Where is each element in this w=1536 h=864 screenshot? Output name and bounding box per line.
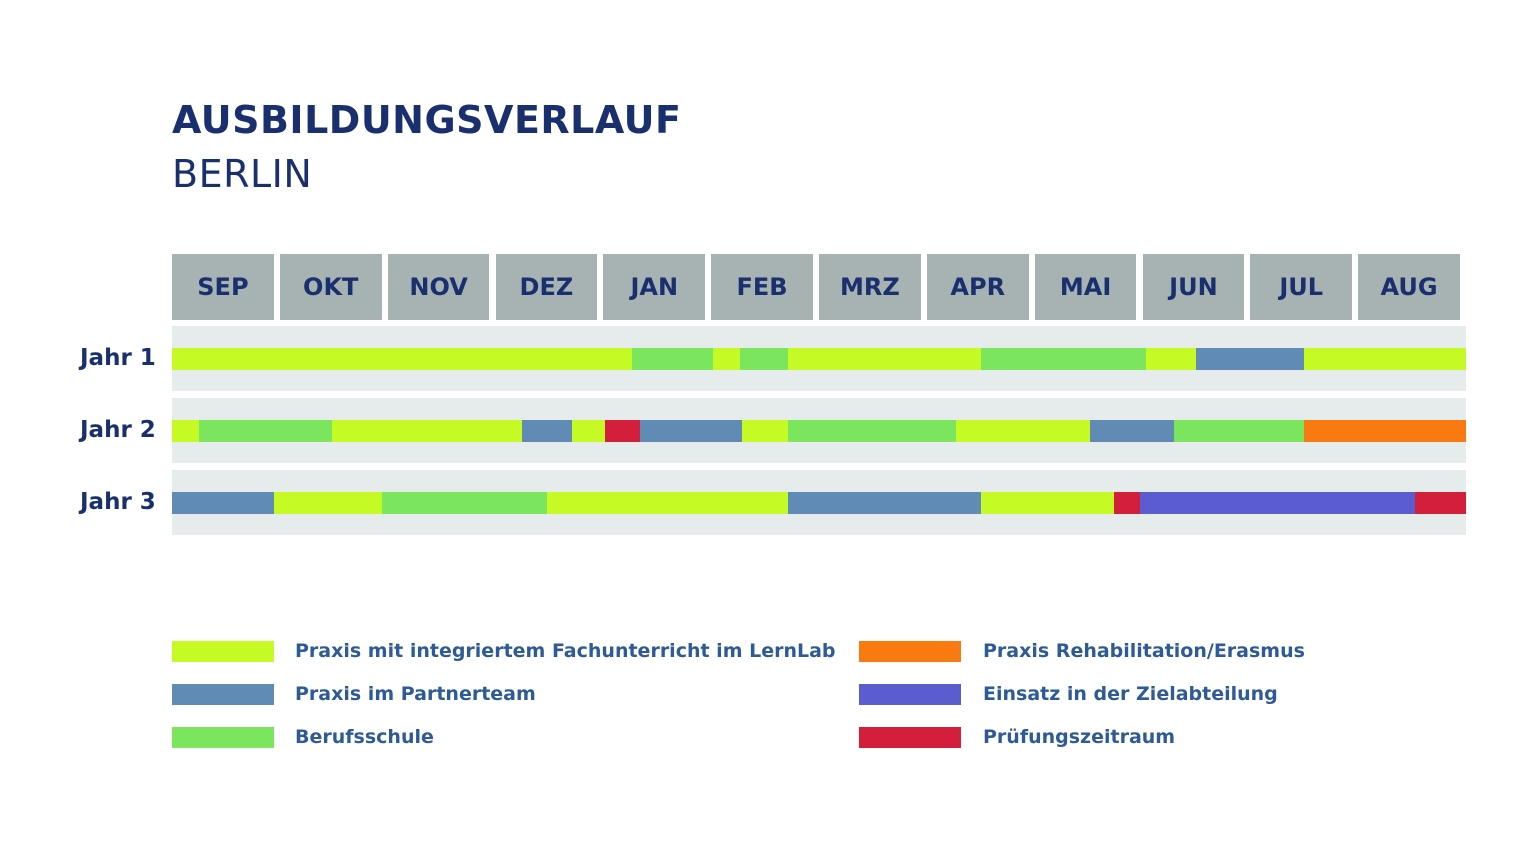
timeline-segment-lernlab bbox=[1304, 348, 1466, 370]
timeline-segment-partner bbox=[1196, 348, 1305, 370]
month-header-feb: FEB bbox=[711, 254, 813, 320]
timeline-segment-schule bbox=[382, 492, 548, 514]
timeline-segment-lernlab bbox=[274, 492, 383, 514]
legend-swatch-reha bbox=[859, 641, 961, 662]
timeline-segment-schule bbox=[632, 348, 714, 370]
timeline-segment-lernlab bbox=[787, 348, 981, 370]
legend-label-reha: Praxis Rehabilitation/Erasmus bbox=[983, 640, 1305, 662]
legend-label-partner: Praxis im Partnerteam bbox=[295, 683, 536, 705]
timeline-segment-partner bbox=[639, 420, 743, 442]
legend-swatch-ziel bbox=[859, 684, 961, 705]
legend-swatch-partner bbox=[172, 684, 274, 705]
timeline-segment-lernlab bbox=[172, 420, 199, 442]
timeline-segment-ziel bbox=[1140, 492, 1416, 514]
timeline-segment-lernlab bbox=[547, 492, 788, 514]
timeline-segment-schule bbox=[198, 420, 332, 442]
legend-swatch-pruefung bbox=[859, 727, 961, 748]
legend-label-lernlab: Praxis mit integriertem Fachunterricht i… bbox=[295, 640, 836, 662]
month-header-jul: JUL bbox=[1250, 254, 1353, 320]
chart-title: AUSBILDUNGSVERLAUF bbox=[172, 98, 682, 142]
timeline-segment-lernlab bbox=[713, 348, 741, 370]
timeline-segment-lernlab bbox=[572, 420, 606, 442]
timeline-segment-partner bbox=[172, 492, 275, 514]
legend-label-ziel: Einsatz in der Zielabteilung bbox=[983, 683, 1278, 705]
row-label: Jahr 3 bbox=[80, 489, 156, 515]
timeline-segment-schule bbox=[980, 348, 1146, 370]
timeline-segment-lernlab bbox=[172, 348, 633, 370]
month-header-jun: JUN bbox=[1142, 254, 1245, 320]
legend-label-schule: Berufsschule bbox=[295, 726, 434, 748]
month-header-apr: APR bbox=[926, 254, 1029, 320]
timeline-segment-lernlab bbox=[1145, 348, 1197, 370]
timeline-segment-reha bbox=[1304, 420, 1466, 442]
timeline-segment-lernlab bbox=[331, 420, 523, 442]
timeline-segment-pruefung bbox=[605, 420, 640, 442]
month-header-mrz: MRZ bbox=[819, 254, 921, 320]
timeline-segment-schule bbox=[740, 348, 788, 370]
chart-subtitle: BERLIN bbox=[172, 152, 313, 196]
timeline-segment-lernlab bbox=[742, 420, 788, 442]
timeline-segment-partner bbox=[787, 492, 981, 514]
timeline-segment-pruefung bbox=[1114, 492, 1141, 514]
legend-swatch-schule bbox=[172, 727, 274, 748]
legend-swatch-lernlab bbox=[172, 641, 274, 662]
month-header-aug: AUG bbox=[1358, 254, 1460, 320]
timeline-segment-schule bbox=[1173, 420, 1305, 442]
timeline-segment-lernlab bbox=[980, 492, 1115, 514]
row-label: Jahr 2 bbox=[80, 417, 156, 443]
timeline-segment-pruefung bbox=[1415, 492, 1466, 514]
month-header-jan: JAN bbox=[603, 254, 706, 320]
timeline-segment-schule bbox=[787, 420, 956, 442]
timeline-segment-partner bbox=[522, 420, 573, 442]
month-header-nov: NOV bbox=[387, 254, 490, 320]
row-label: Jahr 1 bbox=[80, 345, 156, 371]
timeline-segment-lernlab bbox=[955, 420, 1090, 442]
month-header-okt: OKT bbox=[279, 254, 382, 320]
month-header-dez: DEZ bbox=[495, 254, 598, 320]
legend-label-pruefung: Prüfungszeitraum bbox=[983, 726, 1176, 748]
month-header-sep: SEP bbox=[172, 254, 274, 320]
timeline-segment-partner bbox=[1089, 420, 1174, 442]
month-header-mai: MAI bbox=[1034, 254, 1137, 320]
